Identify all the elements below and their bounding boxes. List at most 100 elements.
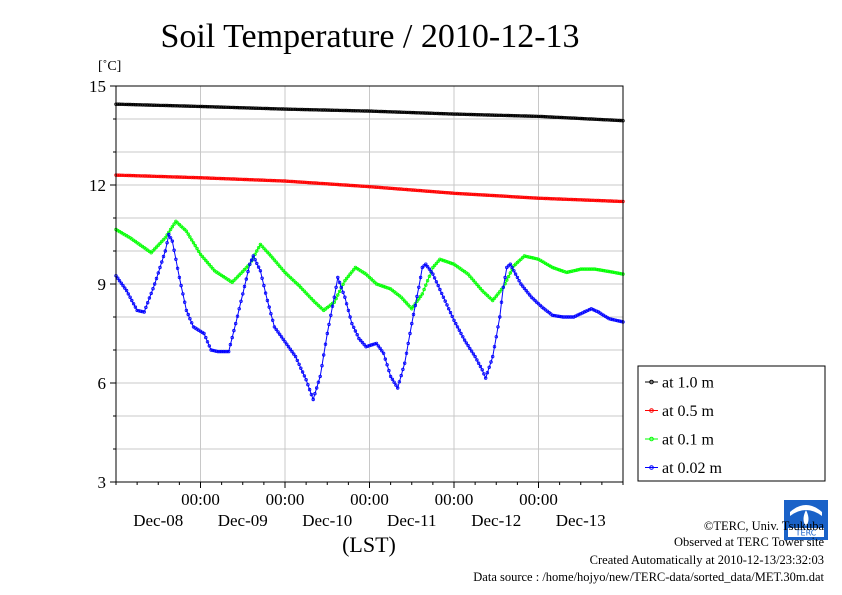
series-point (411, 312, 416, 317)
series-point (616, 118, 620, 123)
series-point (515, 275, 520, 280)
series-point (200, 104, 204, 109)
series-point (258, 106, 263, 110)
footer-observed: Observed at TERC Tower site (673, 534, 824, 549)
series-point (233, 105, 238, 110)
series-point (322, 353, 326, 357)
series-point (586, 117, 590, 121)
series-point (450, 191, 454, 195)
series-point (170, 225, 174, 229)
series-point (175, 221, 180, 225)
series-point (570, 116, 574, 120)
series-point (429, 269, 433, 274)
series-point (582, 198, 586, 202)
series-point (461, 335, 465, 339)
series-point (445, 112, 449, 116)
series-point (364, 272, 368, 276)
series-point (359, 184, 363, 188)
series-point (517, 279, 521, 283)
series-point (550, 265, 555, 270)
series-point (388, 186, 393, 190)
series-point (487, 193, 491, 197)
series-point (198, 175, 203, 180)
series-point (154, 103, 159, 107)
series-point (179, 283, 183, 288)
legend-marker (649, 436, 654, 442)
series-point (167, 103, 171, 108)
series-point (566, 270, 571, 274)
series-point (529, 196, 534, 200)
series-point (193, 175, 197, 180)
series-point (589, 267, 593, 271)
series-point (211, 176, 215, 180)
series-point (468, 112, 472, 117)
series-point (253, 258, 257, 262)
series-point (267, 252, 271, 256)
series-point (529, 114, 534, 118)
series-point (461, 192, 465, 196)
series-point (195, 104, 199, 109)
series-point (390, 186, 395, 191)
series-point (258, 269, 263, 273)
series-point (519, 195, 523, 199)
series-point (573, 116, 578, 120)
series-point (406, 303, 410, 307)
series-point (325, 108, 329, 112)
legend-marker (649, 465, 654, 470)
series-point (269, 254, 273, 258)
series-point (498, 315, 502, 319)
legend: at 1.0 m at 0.5 m at 0.1 m at 0.02 m (637, 365, 826, 482)
series-point (249, 106, 254, 110)
series-point (383, 109, 387, 114)
series-point (554, 267, 558, 271)
series-point (387, 286, 391, 290)
series-point (260, 106, 264, 111)
series-point (519, 114, 523, 118)
series-point (339, 285, 343, 289)
series-point (233, 177, 238, 181)
series-point (325, 331, 329, 336)
series-point (367, 343, 372, 348)
series-point (165, 103, 169, 108)
series-point (610, 317, 615, 322)
series-2 (114, 173, 625, 204)
series-point (394, 110, 398, 114)
series-point (315, 181, 319, 185)
series-point (505, 113, 509, 118)
series-point (239, 177, 243, 181)
series-point (492, 345, 497, 349)
series-point (452, 318, 456, 322)
series-point (241, 292, 245, 296)
series-point (152, 174, 157, 178)
series-point (209, 176, 213, 180)
series-point (239, 299, 243, 303)
series-point (181, 104, 185, 108)
series-point (189, 175, 194, 180)
series-point (535, 257, 539, 261)
series-point (431, 189, 435, 194)
series-point (524, 114, 528, 118)
legend-label: at 0.5 m (662, 403, 715, 420)
y-axis-unit: [˚C] (98, 59, 121, 74)
series-point (344, 108, 349, 113)
series-point (292, 352, 296, 356)
series-point (528, 255, 532, 259)
x-tick-label: 00:00 (181, 490, 220, 509)
series-point (124, 173, 129, 178)
series-point (448, 191, 453, 195)
series-point (329, 108, 333, 112)
series-point (290, 107, 294, 111)
series-point (387, 186, 391, 190)
series-point (149, 250, 153, 255)
series-point (311, 397, 315, 402)
series-point (605, 269, 609, 273)
series-point (293, 179, 298, 184)
series-point (207, 262, 211, 267)
series-point (140, 103, 145, 107)
series-point (614, 199, 618, 203)
series-point (172, 248, 176, 252)
series-point (160, 239, 164, 244)
series-point (357, 184, 361, 188)
series-point (239, 271, 243, 275)
series-point (552, 115, 556, 119)
